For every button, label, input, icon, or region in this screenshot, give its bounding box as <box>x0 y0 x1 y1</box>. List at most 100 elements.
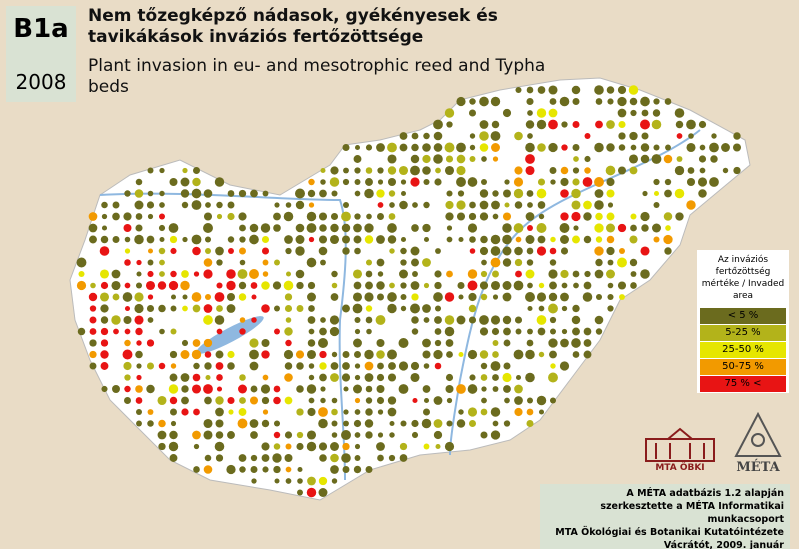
grid-dot <box>617 85 627 95</box>
grid-dot <box>180 177 190 187</box>
grid-dot <box>376 235 385 244</box>
grid-dot <box>663 154 673 164</box>
grid-dot <box>203 338 213 348</box>
grid-dot <box>342 362 350 370</box>
grid-dot <box>411 328 419 335</box>
grid-dot <box>467 384 478 394</box>
grid-dot <box>458 351 464 358</box>
grid-dot <box>192 304 201 313</box>
grid-dot <box>446 397 453 404</box>
grid-dot <box>503 420 511 427</box>
grid-dot <box>111 269 121 279</box>
grid-dot <box>435 443 441 450</box>
grid-dot <box>617 281 627 290</box>
grid-dot <box>433 292 443 302</box>
grid-dot <box>538 213 545 220</box>
grid-dot <box>527 202 533 208</box>
grid-dot <box>503 362 511 370</box>
grid-dot <box>469 156 476 162</box>
grid-dot <box>285 339 292 347</box>
grid-dot <box>434 281 442 290</box>
grid-dot <box>330 223 339 233</box>
grid-dot <box>308 374 315 381</box>
grid-dot <box>582 177 593 187</box>
grid-dot <box>457 190 465 197</box>
logo-triangle <box>734 411 782 457</box>
grid-dot <box>341 430 351 440</box>
grid-dot <box>376 350 385 359</box>
grid-dot <box>422 143 431 152</box>
grid-dot <box>192 430 201 440</box>
grid-dot <box>479 200 489 210</box>
grid-dot <box>214 315 225 325</box>
grid-dot <box>238 384 247 394</box>
credit-line: A MÉTA adatbázis 1.2 alapján <box>626 488 784 499</box>
grid-dot <box>527 110 533 116</box>
grid-dot <box>341 211 351 222</box>
grid-dot <box>434 362 442 370</box>
grid-dot <box>147 167 154 174</box>
grid-dot <box>261 247 270 255</box>
grid-dot <box>514 384 523 394</box>
grid-dot <box>503 385 511 393</box>
code-box: B1a 2008 <box>6 6 76 102</box>
grid-dot <box>560 177 569 187</box>
grid-dot <box>573 282 579 289</box>
grid-dot <box>273 443 281 450</box>
grid-dot <box>435 167 441 174</box>
grid-dot <box>571 211 581 222</box>
grid-dot <box>560 269 569 279</box>
grid-dot <box>135 350 143 359</box>
grid-dot <box>158 247 166 255</box>
grid-dot <box>606 177 615 187</box>
grid-dot <box>605 165 616 176</box>
grid-dot <box>203 418 213 429</box>
dot-layer <box>76 85 741 498</box>
grid-dot <box>651 119 662 130</box>
grid-dot <box>549 167 557 174</box>
grid-dot <box>365 431 373 439</box>
grid-dot <box>733 166 741 175</box>
grid-dot <box>354 363 361 369</box>
grid-dot <box>584 167 591 174</box>
grid-dot <box>353 155 362 163</box>
grid-dot <box>490 430 501 440</box>
grid-dot <box>101 213 108 220</box>
grid-dot <box>296 408 304 416</box>
grid-dot <box>296 281 304 290</box>
grid-dot <box>710 155 718 163</box>
grid-dot <box>387 303 397 314</box>
grid-dot <box>134 189 144 198</box>
grid-dot <box>283 349 294 360</box>
grid-dot <box>526 408 534 416</box>
grid-dot <box>492 374 499 381</box>
grid-dot <box>284 431 293 439</box>
grid-dot <box>354 167 361 174</box>
grid-dot <box>78 270 85 278</box>
grid-dot <box>159 167 165 174</box>
grid-dot <box>295 200 305 210</box>
grid-dot <box>525 120 535 129</box>
grid-dot <box>490 131 501 141</box>
grid-dot <box>468 292 477 302</box>
grid-dot <box>572 327 580 336</box>
grid-dot <box>215 362 224 370</box>
grid-dot <box>377 454 384 462</box>
grid-dot <box>307 339 316 347</box>
grid-dot <box>354 432 361 438</box>
grid-dot <box>538 409 545 415</box>
grid-dot <box>583 212 592 221</box>
grid-dot <box>502 292 512 302</box>
grid-dot <box>480 293 488 301</box>
grid-dot <box>342 143 350 152</box>
grid-dot <box>479 131 489 141</box>
grid-dot <box>630 282 637 289</box>
grid-dot <box>605 223 616 233</box>
legend-title: Az inváziós fertőzöttség mértéke / Invad… <box>701 255 785 301</box>
grid-dot <box>273 385 281 393</box>
grid-dot <box>101 385 108 393</box>
grid-dot <box>191 349 202 360</box>
grid-dot <box>387 154 397 164</box>
grid-dot <box>446 190 453 197</box>
grid-dot <box>284 304 293 313</box>
